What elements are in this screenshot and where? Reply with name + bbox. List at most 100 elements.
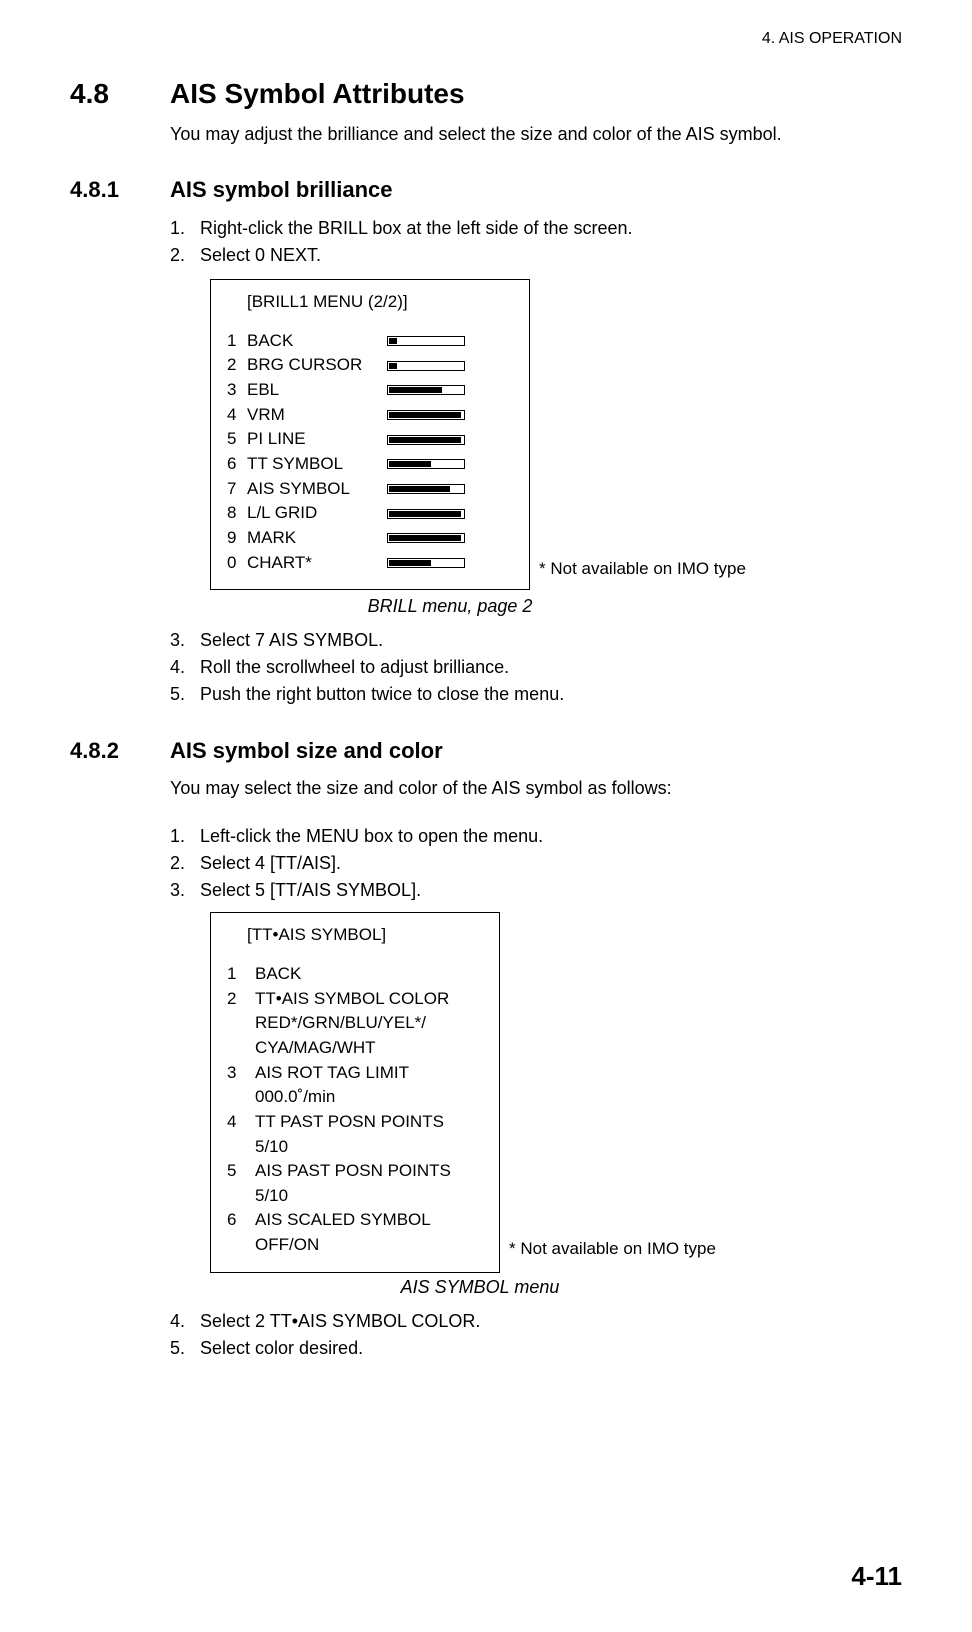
menu-item: 1BACK — [227, 329, 513, 354]
subsection-title: AIS symbol brilliance — [170, 177, 393, 203]
brilliance-bar-fill — [389, 363, 397, 369]
menu-item-subline: RED*/GRN/BLU/YEL*/ — [227, 1011, 483, 1036]
menu-item-index: 1 — [227, 329, 247, 354]
step-text: Select 0 NEXT. — [200, 242, 902, 269]
menu-item-index: 4 — [227, 403, 247, 428]
step-text: Right-click the BRILL box at the left si… — [200, 215, 902, 242]
menu-item: 2TT•AIS SYMBOL COLORRED*/GRN/BLU/YEL*/CY… — [227, 987, 483, 1061]
menu-item-label: BRG CURSOR — [247, 353, 387, 378]
menu-item-index: 7 — [227, 477, 247, 502]
menu-title: [BRILL1 MENU (2/2)] — [247, 290, 513, 315]
menu-item: 9MARK — [227, 526, 513, 551]
menu-item-label: 5/10 — [255, 1184, 288, 1209]
menu-item-label: TT PAST POSN POINTS — [255, 1110, 444, 1135]
menu-items: 1BACK2TT•AIS SYMBOL COLORRED*/GRN/BLU/YE… — [227, 962, 483, 1258]
menu-items: 1BACK2BRG CURSOR3EBL4VRM5PI LINE6TT SYMB… — [227, 329, 513, 575]
brilliance-bar-fill — [389, 486, 450, 492]
brilliance-bar — [387, 558, 465, 568]
menu-item: 0CHART* — [227, 551, 513, 576]
menu-item: 4VRM — [227, 403, 513, 428]
menu-item: 3AIS ROT TAG LIMIT000.0˚/min — [227, 1061, 483, 1110]
menu-item-index: 3 — [227, 1061, 255, 1086]
menu-item-label: AIS SCALED SYMBOL — [255, 1208, 431, 1233]
brilliance-bar — [387, 459, 465, 469]
brilliance-bar — [387, 385, 465, 395]
step-number: 5. — [170, 1335, 200, 1362]
section-number: 4.8 — [70, 78, 170, 110]
menu-item-index: 4 — [227, 1110, 255, 1135]
menu-item-index: 8 — [227, 501, 247, 526]
step-list: 1.Left-click the MENU box to open the me… — [70, 823, 902, 904]
figure-caption: AIS SYMBOL menu — [170, 1277, 790, 1298]
menu-item-label: 5/10 — [255, 1135, 288, 1160]
footnote: * Not available on IMO type — [539, 557, 746, 582]
step-number: 2. — [170, 850, 200, 877]
step-text: Roll the scrollwheel to adjust brillianc… — [200, 654, 902, 681]
menu-item: 1BACK — [227, 962, 483, 987]
step-number: 3. — [170, 877, 200, 904]
menu-item: 3EBL — [227, 378, 513, 403]
intro-text: You may adjust the brilliance and select… — [170, 122, 902, 147]
menu-item-label: CYA/MAG/WHT — [255, 1036, 376, 1061]
brilliance-bar-fill — [389, 560, 431, 566]
menu-item-label: MARK — [247, 526, 387, 551]
section-heading: 4.8 AIS Symbol Attributes — [70, 78, 902, 110]
brilliance-bar — [387, 533, 465, 543]
brilliance-bar-fill — [389, 511, 461, 517]
menu-item: 8L/L GRID — [227, 501, 513, 526]
step-item: 5.Select color desired. — [170, 1335, 902, 1362]
step-item: 2.Select 4 [TT/AIS]. — [170, 850, 902, 877]
brilliance-bar-fill — [389, 412, 461, 418]
step-item: 4.Roll the scrollwheel to adjust brillia… — [170, 654, 902, 681]
footnote: * Not available on IMO type — [509, 1237, 716, 1262]
step-item: 3.Select 5 [TT/AIS SYMBOL]. — [170, 877, 902, 904]
brilliance-bar — [387, 410, 465, 420]
menu-item-subline: 5/10 — [227, 1135, 483, 1160]
step-number: 3. — [170, 627, 200, 654]
menu-item-label: BACK — [247, 329, 387, 354]
intro-text: You may select the size and color of the… — [170, 776, 902, 801]
step-text: Select 7 AIS SYMBOL. — [200, 627, 902, 654]
menu-item: 6AIS SCALED SYMBOLOFF/ON — [227, 1208, 483, 1257]
step-number: 4. — [170, 1308, 200, 1335]
menu-item-index: 6 — [227, 1208, 255, 1233]
menu-item-label: TT•AIS SYMBOL COLOR — [255, 987, 449, 1012]
step-item: 4.Select 2 TT•AIS SYMBOL COLOR. — [170, 1308, 902, 1335]
step-number: 1. — [170, 215, 200, 242]
menu-item-line: 4TT PAST POSN POINTS — [227, 1110, 483, 1135]
menu-item-label: AIS ROT TAG LIMIT — [255, 1061, 409, 1086]
menu-item-index: 6 — [227, 452, 247, 477]
menu-item: 7AIS SYMBOL — [227, 477, 513, 502]
menu-item-index: 2 — [227, 353, 247, 378]
step-item: 5.Push the right button twice to close t… — [170, 681, 902, 708]
menu-item: 6TT SYMBOL — [227, 452, 513, 477]
menu-item-label: EBL — [247, 378, 387, 403]
menu-item: 4TT PAST POSN POINTS5/10 — [227, 1110, 483, 1159]
step-item: 1.Left-click the MENU box to open the me… — [170, 823, 902, 850]
brilliance-bar-fill — [389, 387, 442, 393]
menu-item-subline: 000.0˚/min — [227, 1085, 483, 1110]
menu-item-label: OFF/ON — [255, 1233, 319, 1258]
menu-item: 2BRG CURSOR — [227, 353, 513, 378]
subsection-heading: 4.8.2 AIS symbol size and color — [70, 738, 902, 764]
brilliance-bar — [387, 336, 465, 346]
brilliance-bar-fill — [389, 461, 431, 467]
step-text: Push the right button twice to close the… — [200, 681, 902, 708]
brilliance-bar-fill — [389, 437, 461, 443]
figure-caption: BRILL menu, page 2 — [170, 596, 730, 617]
page: 4. AIS OPERATION 4.8 AIS Symbol Attribut… — [0, 0, 972, 1632]
menu-item-subline: CYA/MAG/WHT — [227, 1036, 483, 1061]
menu-item-index: 1 — [227, 962, 255, 987]
step-text: Select color desired. — [200, 1335, 902, 1362]
step-item: 3.Select 7 AIS SYMBOL. — [170, 627, 902, 654]
menu-item-label: RED*/GRN/BLU/YEL*/ — [255, 1011, 426, 1036]
chapter-header: 4. AIS OPERATION — [70, 30, 902, 48]
section-title: AIS Symbol Attributes — [170, 78, 465, 110]
menu-item-subline: 5/10 — [227, 1184, 483, 1209]
brilliance-bar-fill — [389, 338, 397, 344]
step-text: Select 5 [TT/AIS SYMBOL]. — [200, 877, 902, 904]
menu-item-index: 2 — [227, 987, 255, 1012]
menu-item-index: 5 — [227, 1159, 255, 1184]
menu-item-line: 5AIS PAST POSN POINTS — [227, 1159, 483, 1184]
step-list: 3.Select 7 AIS SYMBOL.4.Roll the scrollw… — [70, 627, 902, 708]
